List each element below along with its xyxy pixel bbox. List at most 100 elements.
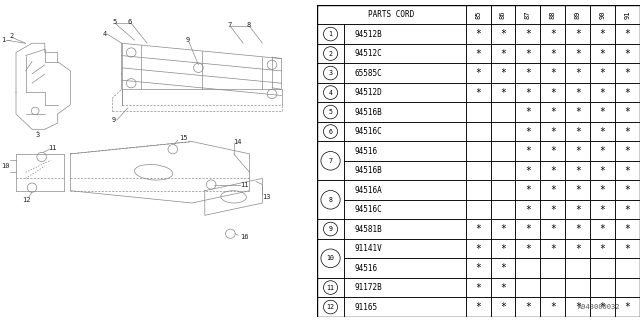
- Bar: [515, 180, 540, 200]
- Bar: [466, 83, 490, 102]
- Bar: [565, 24, 590, 44]
- Bar: [615, 219, 640, 239]
- Text: *: *: [575, 146, 580, 156]
- Text: PARTS CORD: PARTS CORD: [368, 10, 414, 19]
- Text: *: *: [575, 29, 580, 39]
- Bar: [540, 5, 565, 24]
- Bar: [317, 63, 344, 83]
- Bar: [565, 200, 590, 219]
- Bar: [515, 219, 540, 239]
- Text: *: *: [475, 263, 481, 273]
- Bar: [515, 258, 540, 278]
- Bar: [615, 44, 640, 63]
- Text: *: *: [550, 107, 556, 117]
- Text: 10: 10: [2, 163, 10, 169]
- Bar: [540, 141, 565, 161]
- Bar: [344, 200, 466, 219]
- Text: *: *: [600, 204, 605, 214]
- Text: 11: 11: [48, 145, 56, 151]
- Text: 7: 7: [328, 158, 333, 164]
- Text: 87: 87: [525, 10, 531, 19]
- Bar: [317, 141, 344, 180]
- Bar: [590, 102, 615, 122]
- Text: 15: 15: [179, 135, 188, 141]
- Text: *: *: [550, 68, 556, 78]
- Text: *: *: [600, 29, 605, 39]
- Text: *: *: [550, 204, 556, 214]
- Bar: [344, 278, 466, 297]
- Bar: [565, 44, 590, 63]
- Bar: [540, 278, 565, 297]
- Text: *: *: [600, 185, 605, 195]
- Bar: [490, 5, 515, 24]
- Text: 94516: 94516: [354, 147, 377, 156]
- Bar: [490, 161, 515, 180]
- Bar: [565, 161, 590, 180]
- Bar: [615, 122, 640, 141]
- Bar: [565, 219, 590, 239]
- Text: 94581B: 94581B: [354, 225, 381, 234]
- Bar: [615, 5, 640, 24]
- Text: *: *: [600, 165, 605, 176]
- Bar: [615, 141, 640, 161]
- Text: 85: 85: [475, 10, 481, 19]
- Bar: [317, 44, 344, 63]
- Text: *: *: [500, 302, 506, 312]
- Bar: [466, 102, 490, 122]
- Text: *: *: [550, 29, 556, 39]
- Text: 16: 16: [240, 234, 248, 240]
- Text: 6: 6: [128, 19, 132, 25]
- Text: *: *: [550, 88, 556, 98]
- Bar: [565, 122, 590, 141]
- Text: *: *: [475, 29, 481, 39]
- Bar: [515, 297, 540, 317]
- Bar: [540, 180, 565, 200]
- Text: 91141V: 91141V: [354, 244, 381, 253]
- Text: *: *: [475, 224, 481, 234]
- Bar: [466, 180, 490, 200]
- Text: *: *: [550, 126, 556, 137]
- Text: 12: 12: [22, 197, 31, 203]
- Text: *: *: [575, 165, 580, 176]
- Text: *: *: [500, 224, 506, 234]
- Bar: [490, 83, 515, 102]
- Bar: [515, 141, 540, 161]
- Bar: [515, 83, 540, 102]
- Bar: [466, 278, 490, 297]
- Text: 5: 5: [112, 19, 116, 25]
- Text: *: *: [500, 68, 506, 78]
- Bar: [515, 102, 540, 122]
- Bar: [615, 297, 640, 317]
- Text: *: *: [525, 88, 531, 98]
- Bar: [344, 141, 466, 161]
- Text: *: *: [550, 49, 556, 59]
- Text: 94512B: 94512B: [354, 29, 381, 38]
- Text: A943000032: A943000032: [579, 304, 621, 310]
- Text: 8: 8: [328, 197, 333, 203]
- Text: 9: 9: [186, 37, 190, 43]
- Bar: [565, 239, 590, 258]
- Text: *: *: [575, 244, 580, 253]
- Text: 12: 12: [326, 304, 335, 310]
- Text: 5: 5: [328, 109, 333, 115]
- Bar: [466, 297, 490, 317]
- Text: *: *: [525, 29, 531, 39]
- Bar: [615, 24, 640, 44]
- Bar: [317, 122, 344, 141]
- Bar: [317, 180, 344, 219]
- Text: *: *: [500, 244, 506, 253]
- Bar: [490, 278, 515, 297]
- Bar: [317, 297, 344, 317]
- Text: *: *: [625, 165, 630, 176]
- Bar: [590, 258, 615, 278]
- Bar: [344, 258, 466, 278]
- Bar: [590, 180, 615, 200]
- Text: *: *: [525, 146, 531, 156]
- Text: *: *: [600, 302, 605, 312]
- Text: *: *: [550, 224, 556, 234]
- Text: *: *: [625, 185, 630, 195]
- Text: *: *: [575, 185, 580, 195]
- Text: *: *: [625, 302, 630, 312]
- Text: 94512D: 94512D: [354, 88, 381, 97]
- Bar: [540, 24, 565, 44]
